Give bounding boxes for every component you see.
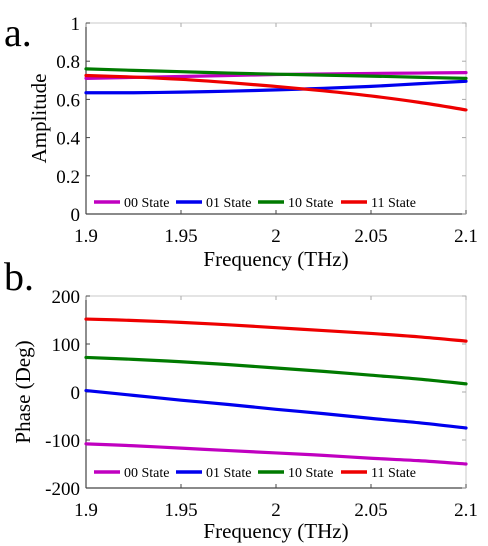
series-line-00-state	[84, 442, 468, 466]
panel-label: b.	[4, 254, 34, 299]
y-axis-label: Amplitude	[27, 74, 51, 164]
y-tick-label: 100	[52, 335, 81, 356]
y-tick-label: 200	[52, 287, 81, 308]
y-tick-label: -200	[45, 479, 80, 500]
legend-label-10-state: 10 State	[288, 466, 334, 481]
panel-a: a. 1.9 1.95 2 2.05 2.1 0 0.2 0.4 0.6 0.8 1 Frequency…	[4, 10, 478, 271]
x-tick-label: 1.95	[164, 226, 197, 247]
series-line-01-state	[84, 388, 468, 430]
x-axis-label: Frequency (THz)	[203, 247, 348, 271]
y-tick-label: 0.8	[56, 52, 80, 73]
x-tick-label: 1.9	[74, 226, 98, 247]
legend-label-01-state: 01 State	[206, 196, 252, 211]
legend-label-11-state: 11 State	[371, 196, 416, 211]
y-tick-label: -100	[45, 431, 80, 452]
series-line-11-state	[84, 73, 468, 112]
x-axis-label: Frequency (THz)	[203, 519, 348, 543]
series-line-01-state	[84, 79, 468, 95]
legend-label-01-state: 01 State	[206, 466, 252, 481]
x-tick-label: 2.05	[354, 226, 387, 247]
panel-b: b. 1.9 1.95 2 2.05 2.1 -200 -100 0 100 200 Frequenc…	[4, 254, 478, 543]
y-tick-label: 0.4	[56, 129, 80, 150]
x-tick-label: 2.1	[454, 226, 478, 247]
x-tick-label: 1.9	[74, 500, 98, 521]
y-tick-label: 0	[71, 383, 81, 404]
legend-label-00-state: 00 State	[124, 196, 170, 211]
x-tick-label: 2	[271, 226, 281, 247]
x-tick-label: 2	[271, 500, 281, 521]
legend-label-00-state: 00 State	[124, 466, 170, 481]
y-tick-label: 0	[71, 205, 81, 226]
x-tick-label: 2.1	[454, 500, 478, 521]
plot-frame	[85, 22, 467, 215]
y-tick-label: 1	[71, 14, 81, 35]
y-tick-label: 0.2	[56, 167, 80, 188]
series-line-10-state	[84, 355, 468, 386]
series-line-11-state	[84, 317, 468, 343]
series-line-10-state	[84, 67, 468, 80]
legend-label-11-state: 11 State	[371, 466, 416, 481]
x-tick-label: 1.95	[164, 500, 197, 521]
panel-label: a.	[4, 10, 32, 55]
y-tick-label: 0.6	[56, 90, 80, 111]
legend-label-10-state: 10 State	[288, 196, 334, 211]
y-axis-label: Phase (Deg)	[11, 340, 35, 443]
x-tick-label: 2.05	[354, 500, 387, 521]
